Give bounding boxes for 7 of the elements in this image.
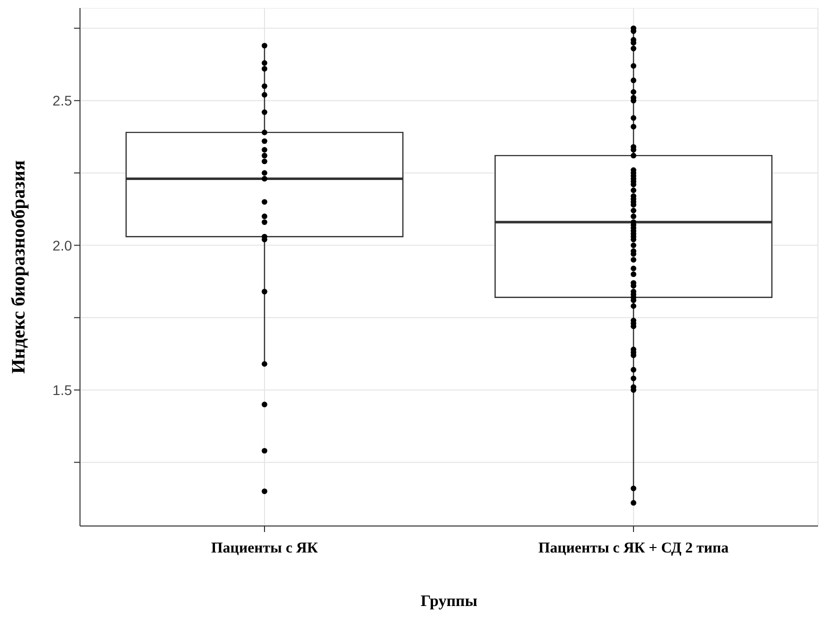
y-tick-label: 2.5 (52, 92, 72, 109)
x-tick-label: Пациенты с ЯК (211, 540, 318, 557)
x-tick-label: Пациенты с ЯК + СД 2 типа (538, 540, 730, 557)
y-tick-label: 2.0 (52, 237, 72, 254)
y-tick-label: 1.5 (52, 382, 72, 398)
x-axis-title: Группы (420, 593, 478, 610)
y-axis-title: Индекс биоразнообразия (8, 160, 30, 374)
